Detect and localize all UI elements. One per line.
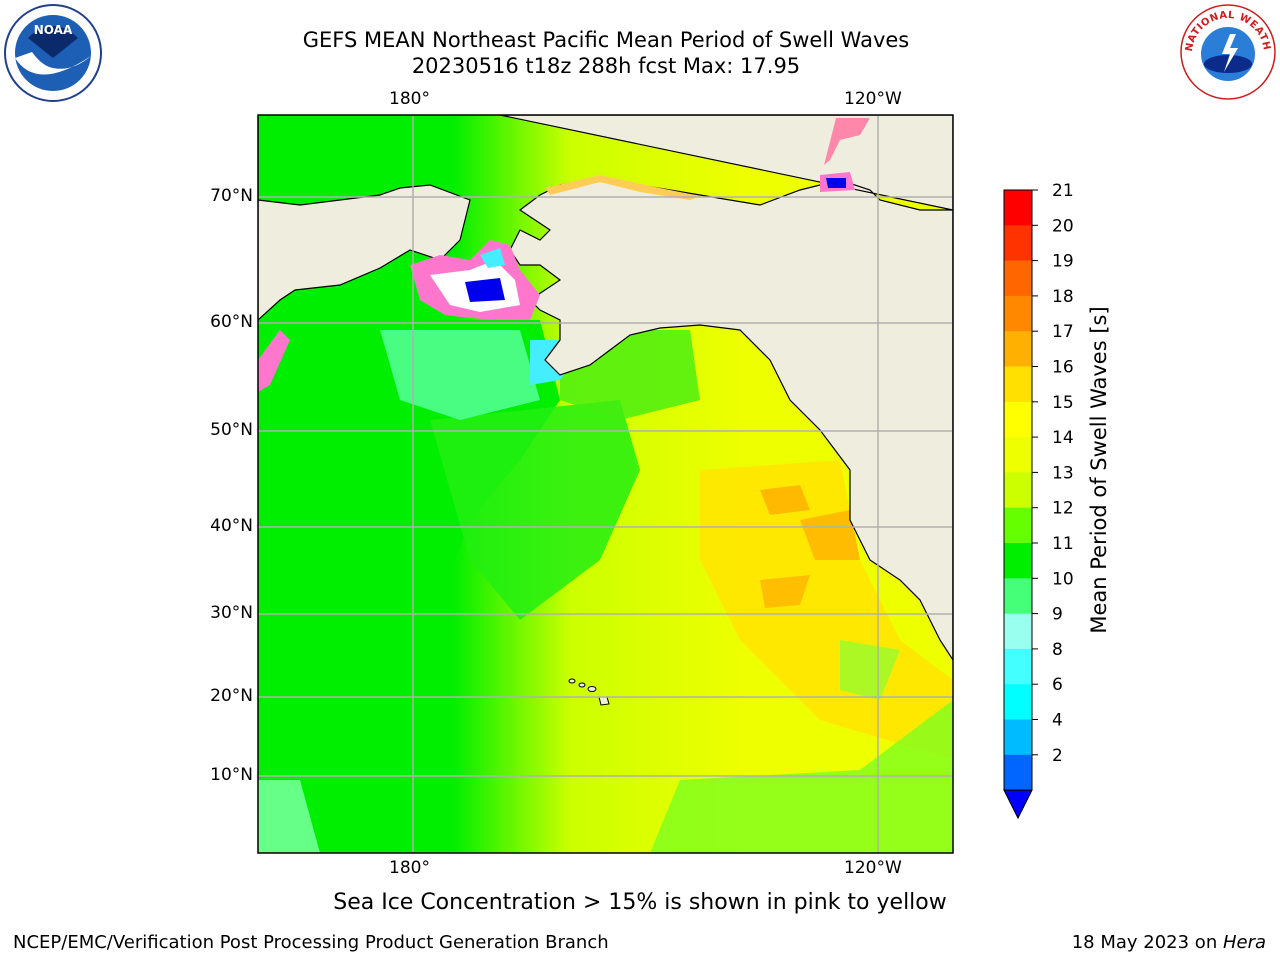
colorbar-tick-label: 12 xyxy=(1052,499,1074,519)
ice-caption: Sea Ice Concentration > 15% is shown in … xyxy=(333,890,947,915)
chart-subtitle: 20230516 t18z 288h fcst Max: 17.95 xyxy=(411,54,801,78)
colorbar-tick-label: 15 xyxy=(1052,393,1074,413)
colorbar-segment xyxy=(1004,260,1032,297)
colorbar-tick-label: 10 xyxy=(1052,569,1074,589)
colorbar-tick-label: 18 xyxy=(1052,287,1074,307)
lon-tick-top: 180° xyxy=(389,89,430,109)
colorbar-tick-label: 4 xyxy=(1052,711,1063,731)
lat-tick: 50°N xyxy=(210,420,253,440)
colorbar-segment xyxy=(1004,331,1032,367)
colorbar-segment xyxy=(1004,437,1032,473)
colorbar-tick-label: 20 xyxy=(1052,216,1074,236)
colorbar-segment xyxy=(1004,648,1032,685)
green-region xyxy=(430,400,640,620)
colorbar-segment xyxy=(1004,366,1032,403)
colorbar-segment xyxy=(1004,225,1032,262)
date-label: 18 May 2023 on xyxy=(1071,932,1223,953)
colorbar-segment xyxy=(1004,578,1032,615)
colorbar-tick-label: 11 xyxy=(1052,534,1074,554)
colorbar-segment xyxy=(1004,401,1032,438)
lon-tick-bottom: 120°W xyxy=(844,858,902,878)
machine-name: Hera xyxy=(1222,932,1266,953)
lon-tick-top: 120°W xyxy=(844,89,902,109)
colorbar-tick-label: 14 xyxy=(1052,428,1074,448)
sea-ice xyxy=(826,178,846,188)
colorbar-segment xyxy=(1004,507,1032,544)
aqua-region xyxy=(380,330,540,420)
sea-ice xyxy=(545,175,700,200)
sea-ice xyxy=(465,278,505,302)
colorbar-tick-label: 6 xyxy=(1052,675,1063,695)
lat-tick: 70°N xyxy=(210,186,253,206)
land-siberia xyxy=(258,115,471,321)
sea-ice xyxy=(258,330,290,392)
graticule xyxy=(258,115,953,853)
lat-tick: 30°N xyxy=(210,603,253,623)
colorbar-segment xyxy=(1004,613,1032,650)
hawaii-islands xyxy=(568,678,610,706)
credit-text: NCEP/EMC/Verification Post Processing Pr… xyxy=(13,932,609,953)
chart-title: GEFS MEAN Northeast Pacific Mean Period … xyxy=(302,28,910,52)
colorbar-tick-label: 2 xyxy=(1052,746,1063,766)
lat-tick: 10°N xyxy=(210,765,253,785)
lat-tick: 40°N xyxy=(210,516,253,536)
gold-region xyxy=(700,460,953,760)
date-text: 18 May 2023 on Hera xyxy=(1072,932,1266,953)
colorbar-tick-label: 13 xyxy=(1052,463,1074,483)
colorbar-segment xyxy=(1004,719,1032,756)
colorbar-tick-label: 9 xyxy=(1052,605,1063,625)
colorbar-tick-label: 21 xyxy=(1052,181,1074,201)
orange-region xyxy=(760,485,810,515)
colorbar-tick-label: 19 xyxy=(1052,252,1074,272)
sea-ice xyxy=(824,118,870,165)
nws-logo: NATIONAL WEATHER SERVICE xyxy=(1178,2,1276,100)
colorbar-segment xyxy=(1004,295,1032,332)
noaa-logo: NOAA xyxy=(4,4,102,102)
colorbar-frame xyxy=(1003,189,1033,791)
orange-region xyxy=(760,575,810,608)
colorbar-extend xyxy=(1003,789,1033,820)
colorbar-label: Mean Period of Swell Waves [s] xyxy=(1087,306,1111,633)
lat-tick: 60°N xyxy=(210,312,253,332)
colorbar-tick-label: 8 xyxy=(1052,640,1063,660)
colorbar-tick-label: 16 xyxy=(1052,358,1074,378)
orange-region xyxy=(800,510,860,560)
colorbar-segment xyxy=(1004,543,1032,579)
land-north-america xyxy=(499,115,953,662)
colorbar-segment xyxy=(1004,684,1032,720)
colorbar-tick-label: 17 xyxy=(1052,322,1074,342)
lon-tick-bottom: 180° xyxy=(389,858,430,878)
noaa-logo-text: NOAA xyxy=(34,23,73,37)
light-green-region xyxy=(840,640,900,700)
colorbar-segment xyxy=(1004,754,1032,791)
aqua-region xyxy=(258,780,320,853)
colorbar-segment xyxy=(1004,472,1032,509)
lat-tick: 20°N xyxy=(210,686,253,706)
sea-ice xyxy=(480,248,505,268)
colorbar-segment xyxy=(1004,190,1032,226)
